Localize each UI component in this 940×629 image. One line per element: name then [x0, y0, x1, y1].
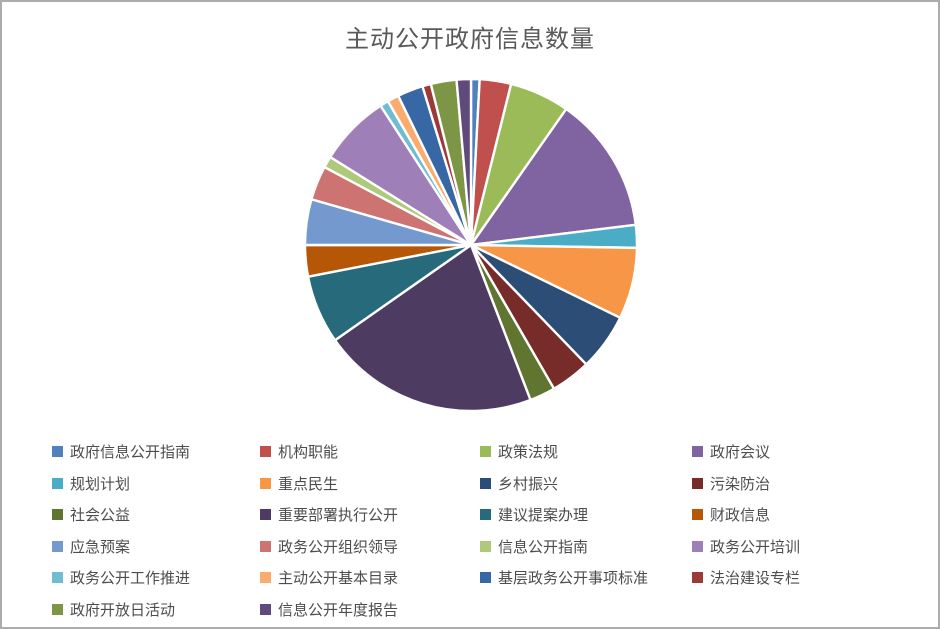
legend-swatch	[52, 477, 63, 489]
legend-item: 政府会议	[692, 436, 800, 468]
legend-swatch	[692, 540, 703, 552]
legend-item: 重点民生	[260, 468, 480, 500]
legend-swatch	[692, 509, 703, 521]
legend-item: 主动公开基本目录	[260, 562, 480, 594]
legend-item: 政务公开组织领导	[260, 531, 480, 563]
legend-swatch	[52, 509, 63, 521]
legend-label: 主动公开基本目录	[278, 569, 399, 588]
legend-label: 基层政务公开事项标准	[498, 569, 649, 588]
legend-label: 应急预案	[70, 537, 131, 556]
legend-label: 政府会议	[710, 443, 771, 462]
legend-swatch	[480, 572, 491, 584]
legend-swatch	[260, 540, 271, 552]
legend-item: 政务公开培训	[692, 531, 800, 563]
legend-item: 政府信息公开指南	[52, 436, 260, 468]
legend-label: 社会公益	[70, 506, 131, 525]
legend-swatch	[260, 603, 271, 615]
legend-item: 机构职能	[260, 436, 480, 468]
legend-label: 政务公开工作推进	[70, 569, 191, 588]
legend-item: 信息公开指南	[480, 531, 692, 563]
legend-item: 政务公开工作推进	[52, 562, 260, 594]
legend-item: 应急预案	[52, 531, 260, 563]
legend-item: 财政信息	[692, 499, 800, 531]
legend-label: 政府信息公开指南	[70, 443, 191, 462]
legend-label: 信息公开指南	[498, 537, 589, 556]
legend-item: 建议提案办理	[480, 499, 692, 531]
legend-item: 政府开放日活动	[52, 594, 260, 626]
legend-swatch	[692, 477, 703, 489]
legend-swatch	[52, 540, 63, 552]
legend-swatch	[480, 509, 491, 521]
legend-label: 政府开放日活动	[70, 600, 176, 619]
legend-swatch	[52, 446, 63, 458]
legend-swatch	[480, 477, 491, 489]
legend-swatch	[260, 572, 271, 584]
legend-label: 政务公开组织领导	[278, 537, 399, 556]
legend-label: 法治建设专栏	[710, 569, 801, 588]
legend-label: 财政信息	[710, 506, 771, 525]
pie-slice-22	[455, 77, 473, 247]
legend-label: 政策法规	[498, 443, 559, 462]
legend-swatch	[692, 446, 703, 458]
legend-swatch	[692, 572, 703, 584]
legend-label: 规划计划	[70, 474, 131, 493]
legend-item: 基层政务公开事项标准	[480, 562, 692, 594]
legend-item: 信息公开年度报告	[260, 594, 480, 626]
legend-item: 重要部署执行公开	[260, 499, 480, 531]
legend-label: 政务公开培训	[710, 537, 801, 556]
legend-item: 污染防治	[692, 468, 800, 500]
legend-label: 信息公开年度报告	[278, 600, 399, 619]
pie-slice-10	[333, 243, 532, 413]
legend-item: 法治建设专栏	[692, 562, 800, 594]
legend-label: 重点民生	[278, 474, 339, 493]
legend-swatch	[260, 446, 271, 458]
legend-label: 乡村振兴	[498, 474, 559, 493]
legend-swatch	[52, 603, 63, 615]
legend-swatch	[480, 540, 491, 552]
legend-item: 政策法规	[480, 436, 692, 468]
chart-legend: 政府信息公开指南 机构职能 政策法规 政府会议规划计划 重点民生 乡村振兴 污染防治社会公益…	[52, 436, 800, 625]
legend-label: 建议提案办理	[498, 506, 589, 525]
legend-item: 规划计划	[52, 468, 260, 500]
legend-swatch	[52, 572, 63, 584]
chart-title: 主动公开政府信息数量	[345, 25, 595, 53]
legend-item: 乡村振兴	[480, 468, 692, 500]
legend-label: 机构职能	[278, 443, 339, 462]
legend-label: 重要部署执行公开	[278, 506, 399, 525]
pie-slice-4	[469, 107, 637, 247]
legend-swatch	[480, 446, 491, 458]
legend-swatch	[260, 477, 271, 489]
pie-chart	[303, 77, 639, 413]
legend-item: 社会公益	[52, 499, 260, 531]
legend-swatch	[260, 509, 271, 521]
legend-label: 污染防治	[710, 474, 771, 493]
